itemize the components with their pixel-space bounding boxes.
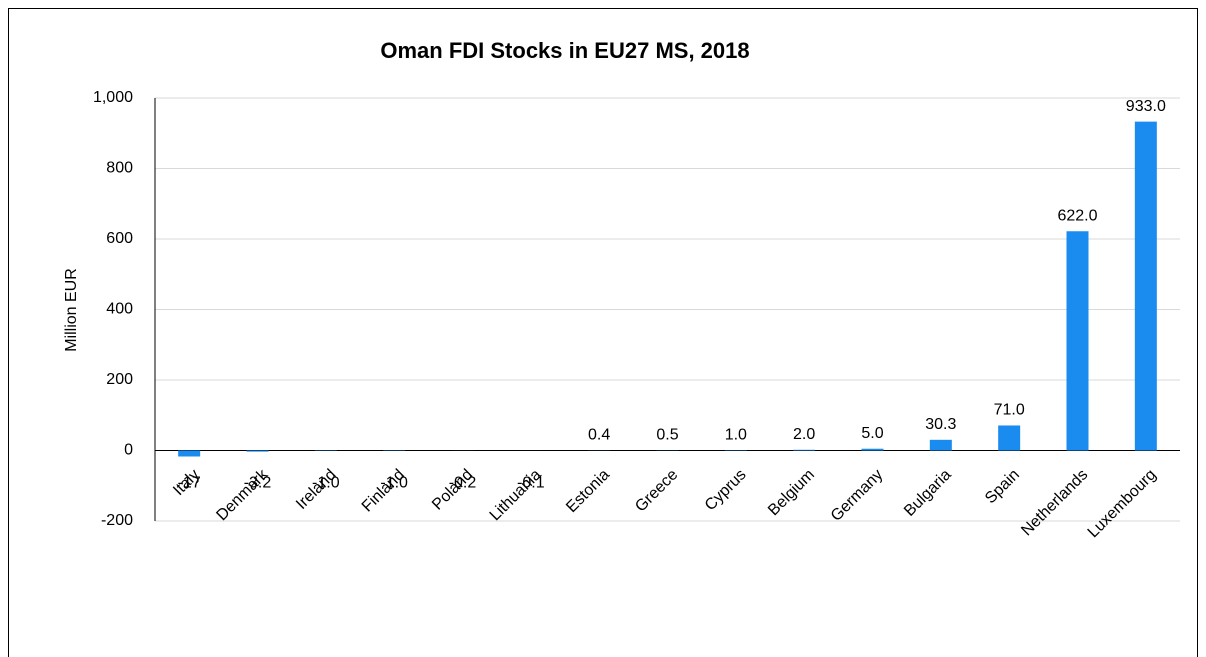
x-tick-label: Estonia <box>563 466 613 516</box>
bar <box>793 449 816 451</box>
value-label: -3.2 <box>244 475 272 492</box>
y-tick-label: 0 <box>124 442 133 459</box>
x-tick-label: Greece <box>632 466 681 515</box>
y-tick-label: 600 <box>106 230 133 247</box>
value-label: 933.0 <box>1126 98 1166 115</box>
value-label: -17 <box>178 475 201 492</box>
x-tick-label: Cyprus <box>702 466 750 514</box>
value-label: 0.4 <box>588 427 610 444</box>
bar <box>1134 121 1157 451</box>
x-tick-label: Spain <box>982 466 1023 507</box>
value-label: 30.3 <box>925 416 956 433</box>
bar <box>1066 231 1089 451</box>
value-label: -1.0 <box>380 475 408 492</box>
frame <box>8 8 1198 657</box>
x-tick-label: Netherlands <box>1018 466 1091 539</box>
bar <box>929 439 952 451</box>
bar <box>861 448 884 451</box>
value-label: -0.1 <box>517 475 545 492</box>
x-tick-label: Luxembourg <box>1085 466 1160 541</box>
x-tick-label: Belgium <box>765 466 818 519</box>
y-axis-title: Million EUR <box>63 268 80 352</box>
y-tick-label: 200 <box>106 371 133 388</box>
y-tick-label: -200 <box>101 512 133 529</box>
x-tick-label: Bulgaria <box>901 466 955 520</box>
bar <box>998 425 1021 451</box>
value-label: 0.5 <box>656 427 678 444</box>
bar <box>246 450 269 452</box>
value-label: -0.2 <box>449 475 477 492</box>
y-tick-label: 400 <box>106 301 133 318</box>
chart-title: Oman FDI Stocks in EU27 MS, 2018 <box>380 38 749 63</box>
x-tick-label: Germany <box>828 466 887 525</box>
bar <box>178 450 201 457</box>
y-tick-label: 800 <box>106 160 133 177</box>
value-label: 622.0 <box>1057 207 1097 224</box>
value-label: 71.0 <box>994 402 1025 419</box>
value-label: 5.0 <box>861 425 883 442</box>
value-label: 2.0 <box>793 426 815 443</box>
value-label: -1.0 <box>312 475 340 492</box>
y-tick-label: 1,000 <box>93 89 133 106</box>
value-label: 1.0 <box>725 426 747 443</box>
